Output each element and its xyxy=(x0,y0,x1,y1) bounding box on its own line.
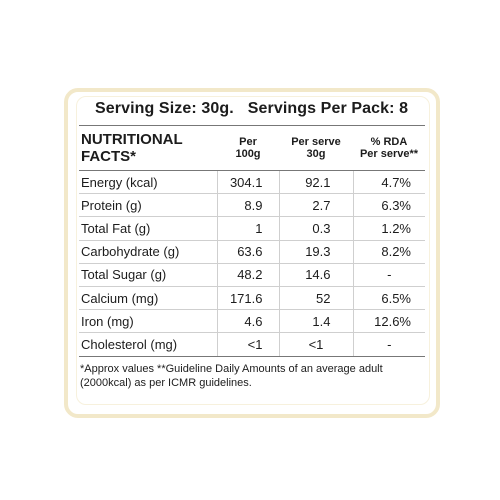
table-row: Total Sugar (g) 48.2 14.6 - xyxy=(79,263,425,287)
nutrition-table: NUTRITIONAL FACTS* Per 100g Per serve 30… xyxy=(79,125,425,357)
nutrient-name: Energy (kcal) xyxy=(79,170,218,195)
value-per-serve: <1 xyxy=(279,332,354,357)
table-title-line2: FACTS* xyxy=(81,148,137,165)
value-rda: 1.2% xyxy=(353,216,425,241)
table-row: Total Fat (g) 1 0.3 1.2% xyxy=(79,216,425,241)
header-per-100g: Per 100g xyxy=(217,125,279,171)
header-per-100g-line2: 100g xyxy=(235,148,261,160)
value-rda: 6.5% xyxy=(353,286,425,311)
value-rda: 8.2% xyxy=(353,240,425,264)
nutrient-name: Calcium (mg) xyxy=(79,286,218,311)
table-row: Iron (mg) 4.6 1.4 12.6% xyxy=(79,309,425,334)
nutrient-name: Total Fat (g) xyxy=(79,216,218,241)
header-per-100g-line1: Per xyxy=(239,136,257,148)
table-title: NUTRITIONAL FACTS* xyxy=(79,125,217,171)
serving-info: Serving Size: 30g. Servings Per Pack: 8 xyxy=(95,100,408,118)
table-row: Energy (kcal) 304.1 92.1 4.7% xyxy=(79,170,425,195)
table-row: Carbohydrate (g) 63.6 19.3 8.2% xyxy=(79,240,425,264)
value-per-100g: 304.1 xyxy=(217,170,280,195)
value-per-100g: 8.9 xyxy=(217,193,280,218)
value-per-100g: 63.6 xyxy=(217,240,280,264)
nutrient-name: Carbohydrate (g) xyxy=(79,240,218,264)
value-per-serve: 14.6 xyxy=(279,263,354,287)
value-rda: - xyxy=(353,263,425,287)
footnote: *Approx values **Guideline Daily Amounts… xyxy=(80,363,383,389)
header-rda-line1: % RDA xyxy=(370,136,408,148)
value-rda: 4.7% xyxy=(353,170,425,195)
header-rda-line2: Per serve** xyxy=(359,148,419,160)
table-row: Protein (g) 8.9 2.7 6.3% xyxy=(79,193,425,218)
value-per-serve: 52 xyxy=(279,286,354,311)
header-per-serve: Per serve 30g xyxy=(279,125,353,171)
value-per-100g: <1 xyxy=(217,332,280,357)
nutrient-name: Iron (mg) xyxy=(79,309,218,334)
value-rda: 12.6% xyxy=(353,309,425,334)
header-per-serve-line1: Per serve xyxy=(291,136,341,148)
value-rda: - xyxy=(353,332,425,357)
serving-size: Serving Size: 30g. xyxy=(95,100,234,117)
table-header-row: NUTRITIONAL FACTS* Per 100g Per serve 30… xyxy=(79,125,425,171)
value-per-100g: 48.2 xyxy=(217,263,280,287)
value-per-serve: 0.3 xyxy=(279,216,354,241)
table-row: Cholesterol (mg) <1 <1 - xyxy=(79,332,425,357)
value-per-serve: 92.1 xyxy=(279,170,354,195)
nutrient-name: Total Sugar (g) xyxy=(79,263,218,287)
header-per-serve-line2: 30g xyxy=(306,148,326,160)
value-per-100g: 4.6 xyxy=(217,309,280,334)
servings-per-pack: Servings Per Pack: 8 xyxy=(247,100,409,117)
value-rda: 6.3% xyxy=(353,193,425,218)
value-per-serve: 2.7 xyxy=(279,193,354,218)
label-inner-frame xyxy=(76,96,430,405)
table-title-line1: NUTRITIONAL xyxy=(81,131,183,148)
table-row: Calcium (mg) 171.6 52 6.5% xyxy=(79,286,425,311)
value-per-serve: 1.4 xyxy=(279,309,354,334)
value-per-100g: 171.6 xyxy=(217,286,280,311)
value-per-100g: 1 xyxy=(217,216,280,241)
header-rda: % RDA Per serve** xyxy=(353,125,425,171)
value-per-serve: 19.3 xyxy=(279,240,354,264)
nutrient-name: Protein (g) xyxy=(79,193,218,218)
nutrient-name: Cholesterol (mg) xyxy=(79,332,218,357)
